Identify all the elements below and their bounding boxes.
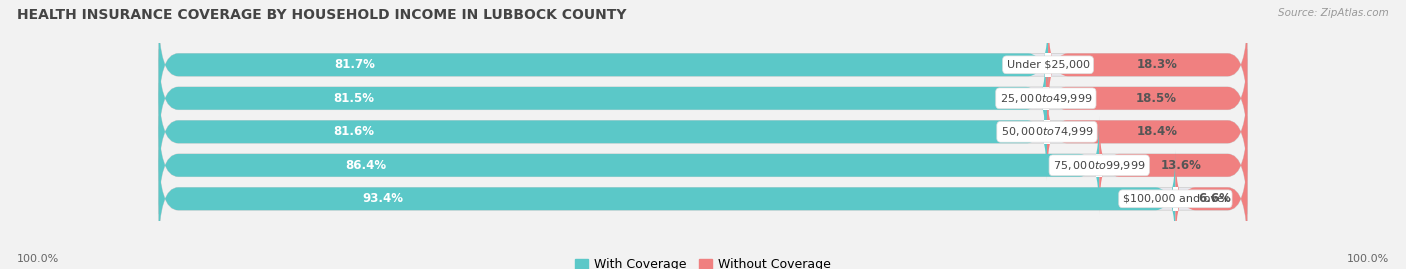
FancyBboxPatch shape — [159, 49, 1046, 147]
Text: 81.6%: 81.6% — [333, 125, 374, 138]
FancyBboxPatch shape — [159, 116, 1247, 214]
Text: $50,000 to $74,999: $50,000 to $74,999 — [1001, 125, 1094, 138]
Text: Source: ZipAtlas.com: Source: ZipAtlas.com — [1278, 8, 1389, 18]
Text: 100.0%: 100.0% — [17, 254, 59, 264]
FancyBboxPatch shape — [1175, 150, 1247, 248]
Text: 13.6%: 13.6% — [1160, 159, 1201, 172]
Text: 93.4%: 93.4% — [361, 192, 404, 205]
Bar — [1045, 120, 1050, 144]
Bar — [1043, 87, 1049, 110]
Text: 86.4%: 86.4% — [344, 159, 387, 172]
FancyBboxPatch shape — [1046, 49, 1247, 147]
FancyBboxPatch shape — [159, 16, 1047, 114]
FancyBboxPatch shape — [159, 16, 1247, 114]
Legend: With Coverage, Without Coverage: With Coverage, Without Coverage — [571, 253, 835, 269]
FancyBboxPatch shape — [1047, 16, 1247, 114]
Text: 81.7%: 81.7% — [335, 58, 375, 71]
FancyBboxPatch shape — [1099, 116, 1247, 214]
Text: 6.6%: 6.6% — [1198, 192, 1232, 205]
FancyBboxPatch shape — [159, 49, 1247, 147]
FancyBboxPatch shape — [159, 150, 1247, 248]
FancyBboxPatch shape — [159, 83, 1247, 181]
FancyBboxPatch shape — [1047, 83, 1247, 181]
Text: 18.4%: 18.4% — [1136, 125, 1178, 138]
Text: HEALTH INSURANCE COVERAGE BY HOUSEHOLD INCOME IN LUBBOCK COUNTY: HEALTH INSURANCE COVERAGE BY HOUSEHOLD I… — [17, 8, 626, 22]
Bar — [1045, 53, 1050, 77]
FancyBboxPatch shape — [159, 116, 1099, 214]
FancyBboxPatch shape — [159, 150, 1175, 248]
Text: $100,000 and over: $100,000 and over — [1122, 194, 1229, 204]
FancyBboxPatch shape — [159, 83, 1047, 181]
Text: 18.5%: 18.5% — [1136, 92, 1177, 105]
Text: $75,000 to $99,999: $75,000 to $99,999 — [1053, 159, 1146, 172]
Bar — [1173, 187, 1178, 211]
Text: 18.3%: 18.3% — [1137, 58, 1178, 71]
Text: 81.5%: 81.5% — [333, 92, 374, 105]
Text: 100.0%: 100.0% — [1347, 254, 1389, 264]
Text: $25,000 to $49,999: $25,000 to $49,999 — [1000, 92, 1092, 105]
Text: Under $25,000: Under $25,000 — [1007, 60, 1090, 70]
Bar — [1097, 154, 1102, 177]
